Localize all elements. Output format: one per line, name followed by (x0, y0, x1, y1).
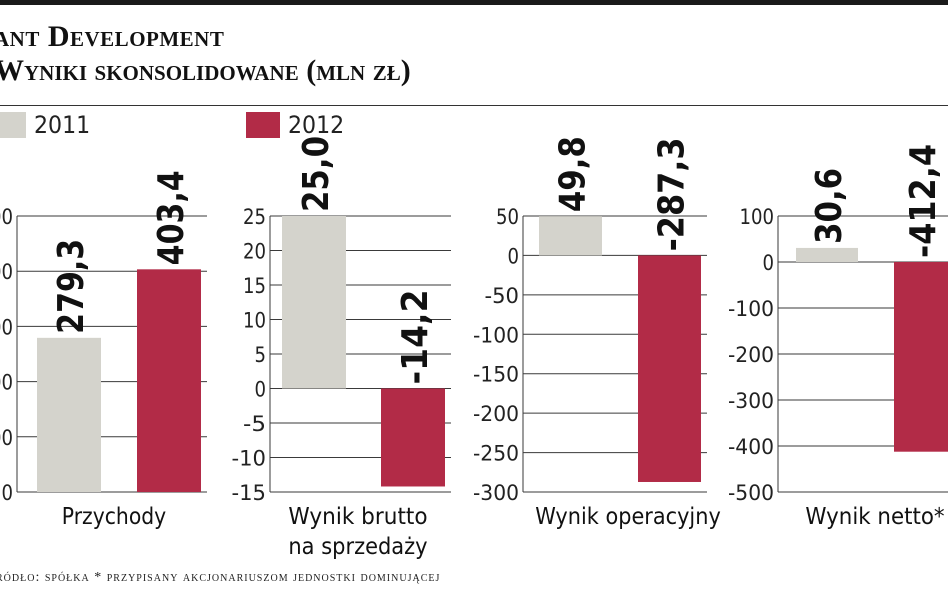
legend-label-2011: 2011 (34, 111, 91, 139)
y-tick-label-3-1: 0 (763, 251, 775, 275)
source-footnote: ródło: spółka * przypisany akcjonariuszo… (0, 570, 441, 585)
bar-3-2011 (796, 247, 858, 262)
y-tick-label-0-5: 00 (0, 205, 13, 229)
y-tick-label-2-7: -300 (473, 481, 519, 505)
value-label-2-1: -287,3 (652, 137, 693, 251)
bar-1-2011 (282, 216, 346, 389)
y-tick-label-0-0: 0 (2, 481, 14, 505)
y-tick-label-1-3: 10 (243, 309, 266, 333)
category-label-2: Wynik operacyjny (535, 504, 721, 530)
bar-1-2012 (381, 388, 445, 487)
top-border (0, 0, 948, 5)
y-tick-label-2-1: 0 (508, 244, 520, 268)
y-tick-label-3-0: 100 (740, 205, 775, 229)
y-tick-label-1-1: 20 (243, 240, 266, 264)
value-label-0-0: 279,3 (51, 239, 92, 334)
header-rule (0, 105, 948, 106)
chart-subtitle: Wyniki skonsolidowane (mln zł) (0, 54, 411, 87)
y-tick-label-2-6: -250 (473, 442, 519, 466)
bar-2-2011 (539, 216, 602, 256)
category-label-0: Przychody (62, 504, 166, 530)
y-tick-label-3-2: -100 (728, 297, 774, 321)
y-tick-label-2-2: -50 (485, 284, 520, 308)
y-tick-label-0-2: 00 (0, 371, 13, 395)
y-tick-label-1-0: 25 (243, 205, 266, 229)
y-tick-label-2-3: -100 (473, 323, 519, 347)
y-tick-label-1-8: -15 (232, 481, 267, 505)
bar-2-2012 (638, 255, 701, 482)
bar-0-2012 (137, 269, 201, 492)
value-label-0-1: 403,4 (151, 170, 192, 265)
bar-0-2011 (37, 337, 101, 492)
category-label-1-line1: na sprzedaży (288, 534, 427, 560)
value-label-2-0: 49,8 (553, 136, 594, 212)
y-tick-label-3-5: -400 (728, 435, 774, 459)
value-label-3-0: 30,6 (809, 168, 850, 244)
y-tick-label-1-2: 15 (243, 274, 266, 298)
value-label-3-1: -412,4 (903, 144, 944, 258)
legend-swatch-2011 (0, 112, 26, 138)
legend-item-2011: 2011 (0, 110, 95, 140)
y-tick-label-2-4: -150 (473, 363, 519, 387)
value-label-1-1: -14,2 (395, 290, 436, 385)
legend-item-2012: 2012 (246, 110, 349, 140)
y-tick-label-3-4: -300 (728, 389, 774, 413)
y-tick-label-1-7: -10 (232, 447, 267, 471)
y-tick-label-1-5: 0 (255, 378, 267, 402)
y-tick-label-0-4: 00 (0, 260, 13, 284)
y-tick-label-0-1: 00 (0, 426, 13, 450)
legend-label-2012: 2012 (288, 111, 345, 139)
y-tick-label-2-0: 50 (496, 205, 519, 229)
y-tick-label-1-4: 5 (255, 343, 267, 367)
y-tick-label-0-3: 00 (0, 315, 13, 339)
chart-title: ant Development (0, 20, 225, 53)
y-tick-label-2-5: -200 (473, 402, 519, 426)
category-label-1-line0: Wynik brutto (288, 504, 427, 530)
y-tick-label-3-3: -200 (728, 343, 774, 367)
y-tick-label-3-6: -500 (728, 481, 774, 505)
category-label-3: Wynik netto* (805, 504, 944, 530)
value-label-1-0: 25,0 (296, 136, 337, 212)
y-tick-label-1-6: -5 (243, 412, 266, 436)
legend-swatch-2012 (246, 112, 280, 138)
bar-3-2012 (894, 262, 948, 452)
